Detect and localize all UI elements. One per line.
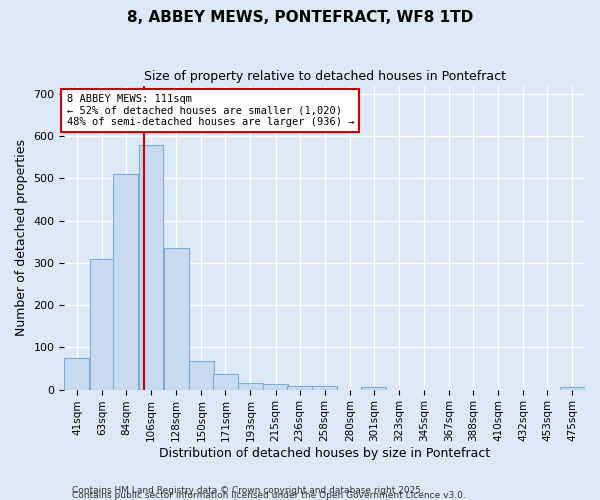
Bar — [263, 384, 288, 390]
Bar — [287, 386, 312, 390]
Y-axis label: Number of detached properties: Number of detached properties — [15, 139, 28, 336]
Title: Size of property relative to detached houses in Pontefract: Size of property relative to detached ho… — [144, 70, 506, 83]
Bar — [361, 387, 386, 390]
Bar — [560, 388, 584, 390]
X-axis label: Distribution of detached houses by size in Pontefract: Distribution of detached houses by size … — [159, 447, 490, 460]
Bar — [64, 358, 89, 390]
Bar — [113, 174, 138, 390]
Text: 8 ABBEY MEWS: 111sqm
← 52% of detached houses are smaller (1,020)
48% of semi-de: 8 ABBEY MEWS: 111sqm ← 52% of detached h… — [67, 94, 354, 127]
Text: Contains HM Land Registry data © Crown copyright and database right 2025.: Contains HM Land Registry data © Crown c… — [72, 486, 424, 495]
Bar — [189, 362, 214, 390]
Bar — [164, 248, 188, 390]
Bar — [139, 144, 163, 390]
Bar — [312, 386, 337, 390]
Text: Contains public sector information licensed under the Open Government Licence v3: Contains public sector information licen… — [72, 490, 466, 500]
Bar — [238, 383, 263, 390]
Bar — [213, 374, 238, 390]
Bar — [89, 258, 114, 390]
Text: 8, ABBEY MEWS, PONTEFRACT, WF8 1TD: 8, ABBEY MEWS, PONTEFRACT, WF8 1TD — [127, 10, 473, 25]
